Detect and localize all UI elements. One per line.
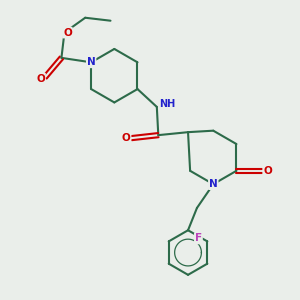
- Text: O: O: [63, 28, 72, 38]
- Text: O: O: [122, 133, 130, 143]
- Text: O: O: [36, 74, 45, 84]
- Text: N: N: [87, 57, 95, 67]
- Text: O: O: [263, 166, 272, 176]
- Text: N: N: [209, 179, 218, 189]
- Text: NH: NH: [159, 99, 175, 109]
- Text: F: F: [195, 233, 202, 243]
